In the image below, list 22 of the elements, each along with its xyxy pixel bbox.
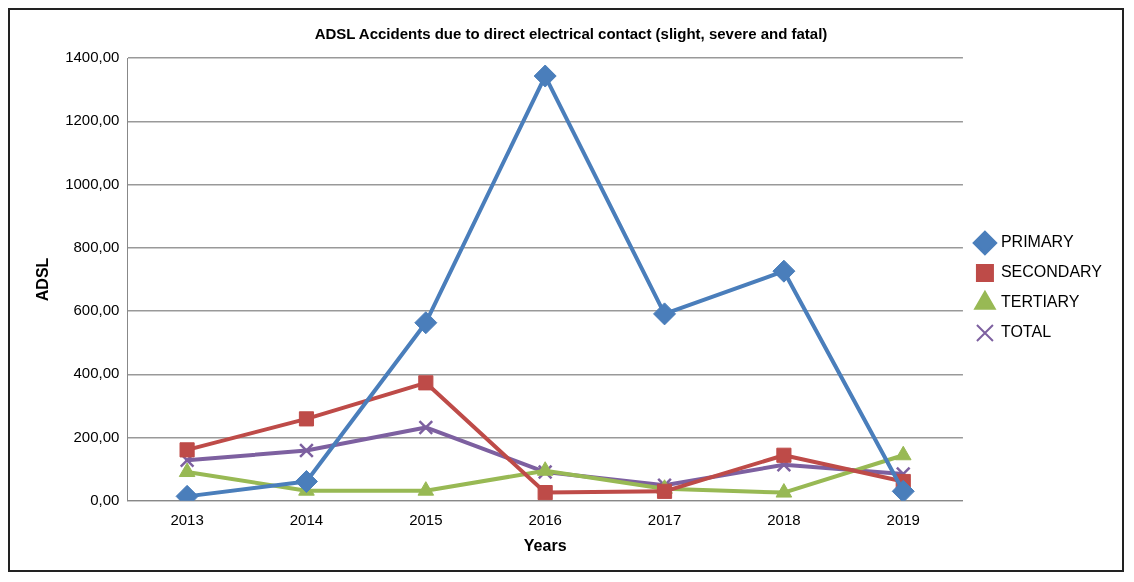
- x-tick-label: 2016: [528, 510, 562, 528]
- x-axis-title: Years: [523, 536, 567, 554]
- y-axis-title: ADSL: [34, 257, 52, 302]
- chart-title: ADSL Accidents due to direct electrical contact (slight, severe and fatal): [314, 25, 828, 43]
- x-tick-label: 2014: [289, 510, 324, 528]
- y-tick-label: 0,00: [90, 490, 120, 508]
- x-tick-label: 2015: [409, 510, 443, 528]
- y-tick-label: 400,00: [73, 364, 120, 382]
- legend-label: SECONDARY: [1000, 263, 1103, 281]
- y-tick-label: 600,00: [73, 301, 120, 319]
- legend-label: PRIMARY: [1000, 233, 1074, 251]
- x-tick-label: 2018: [767, 510, 801, 528]
- x-tick-label: 2017: [647, 510, 682, 528]
- x-tick-label: 2019: [886, 510, 920, 528]
- y-tick-label: 1200,00: [65, 111, 120, 129]
- y-tick-label: 800,00: [73, 237, 120, 255]
- y-tick-label: 1000,00: [65, 174, 120, 192]
- x-tick-label: 2013: [170, 510, 204, 528]
- y-tick-label: 1400,00: [65, 48, 120, 66]
- y-tick-label: 200,00: [73, 427, 120, 445]
- legend-label: TERTIARY: [1000, 293, 1080, 311]
- legend-label: TOTAL: [1000, 323, 1052, 341]
